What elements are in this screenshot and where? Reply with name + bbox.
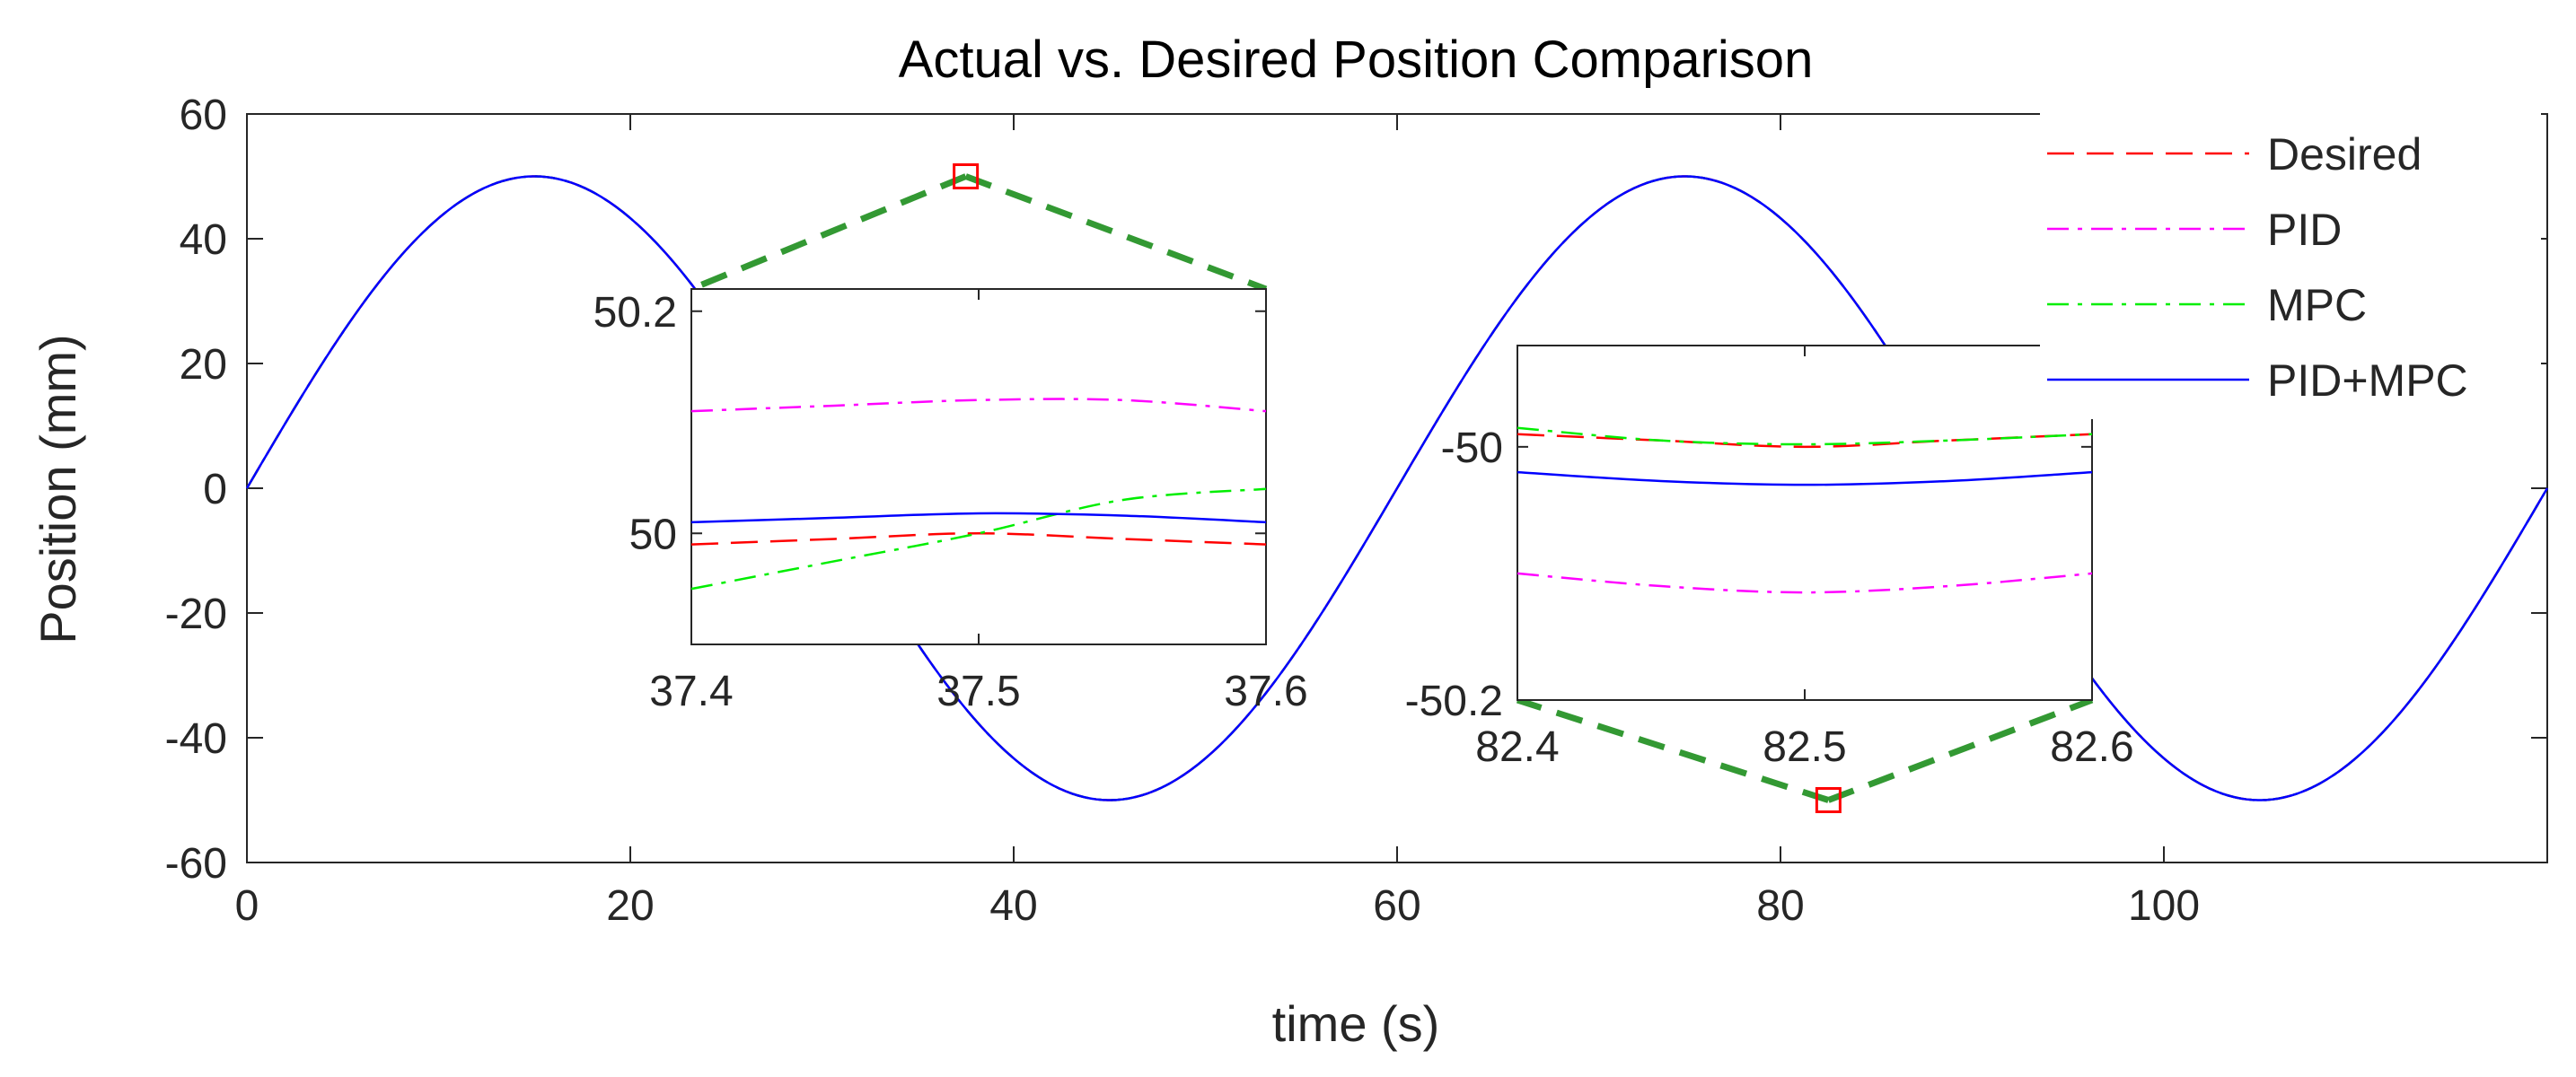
zoom-connector-right	[964, 173, 1268, 293]
x-tick-label: 20	[606, 882, 654, 930]
series-line-pid-mpc	[245, 175, 2549, 801]
inset-x-tick-label: 37.4	[649, 668, 733, 715]
inset-y-tick-label: -50.2	[1405, 678, 1503, 725]
y-tick-label: -20	[165, 591, 227, 638]
inset-x-tick-label: 82.6	[2050, 723, 2133, 771]
x-tick-label: 0	[235, 882, 259, 930]
y-tick-label: -40	[165, 715, 227, 763]
zoom-connector-left	[1516, 696, 1830, 803]
zoom-peak: 37.4 37.5 37.6 50.2 50	[593, 163, 1308, 715]
y-tick-label: 0	[203, 466, 227, 513]
inset-series-line-desired	[1517, 433, 2093, 449]
inset-series-line-mpc	[690, 487, 1267, 591]
inset-series-line-mpc	[1517, 426, 2093, 446]
inset-y-tick-label: 50.2	[593, 289, 677, 337]
x-tick-label: 80	[1756, 882, 1804, 930]
legend-box	[2040, 112, 2541, 419]
legend-label-pid-mpc: PID+MPC	[2267, 355, 2468, 406]
inset-y-tick-label: -50	[1441, 425, 1503, 472]
inset-x-tick-label: 82.4	[1475, 723, 1559, 771]
legend: Desired PID MPC PID+MPC	[2040, 112, 2541, 419]
legend-label-mpc: MPC	[2267, 280, 2367, 330]
y-tick-label: 40	[180, 216, 227, 264]
y-tick-label: 60	[180, 92, 227, 139]
y-tick-label: 20	[180, 341, 227, 389]
inset-frame	[690, 288, 1267, 645]
inset-series-line-pid	[690, 398, 1267, 413]
zoom-trough: 82.4 82.5 82.6 -50 -50.2	[1405, 345, 2134, 813]
y-tick-label: -60	[165, 840, 227, 888]
inset-x-tick-label: 82.5	[1763, 723, 1846, 771]
x-tick-label: 100	[2128, 882, 2200, 930]
inset-plots: 37.4 37.5 37.6 50.2 50 82.4 82.5 82.6 -50 -50.2	[593, 163, 2134, 813]
inset-x-tick-label: 37.5	[936, 668, 1020, 715]
legend-label-desired: Desired	[2267, 129, 2422, 180]
inset-series-line-pid-mpc	[690, 512, 1267, 524]
y-axis-title: Position (mm)	[30, 334, 86, 644]
x-axis-title: time (s)	[1272, 995, 1440, 1052]
zoom-marker	[1815, 787, 1842, 813]
zoom-marker	[953, 163, 980, 189]
chart-title: Actual vs. Desired Position Comparison	[899, 31, 1814, 89]
x-tick-label: 40	[989, 882, 1037, 930]
inset-y-tick-label: 50	[629, 511, 677, 558]
legend-label-pid: PID	[2267, 205, 2342, 255]
inset-series-line-pid	[1517, 572, 2093, 594]
zoom-connector-right	[1827, 696, 2094, 803]
zoom-connector-left	[690, 173, 967, 293]
inset-x-tick-label: 37.6	[1224, 668, 1307, 715]
inset-series-line-desired	[690, 531, 1267, 546]
inset-series-line-pid-mpc	[1517, 470, 2093, 486]
inset-frame	[1517, 345, 2093, 701]
x-tick-label: 60	[1373, 882, 1420, 930]
